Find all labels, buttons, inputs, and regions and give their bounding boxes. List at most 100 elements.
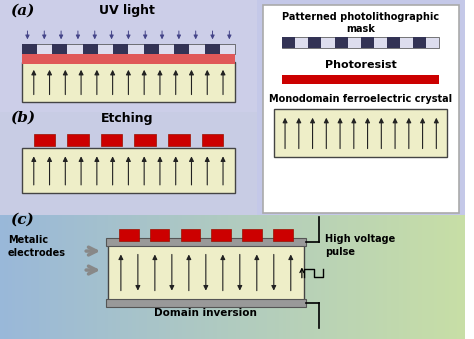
- Bar: [116, 215, 120, 339]
- Bar: [135, 134, 156, 146]
- Bar: [240, 215, 244, 339]
- Bar: [368, 215, 372, 339]
- Bar: [21, 54, 235, 64]
- Bar: [387, 215, 391, 339]
- Bar: [46, 215, 50, 339]
- Bar: [70, 215, 73, 339]
- Bar: [62, 215, 66, 339]
- Bar: [430, 215, 434, 339]
- Bar: [225, 215, 228, 339]
- Bar: [109, 215, 112, 339]
- Bar: [213, 215, 217, 339]
- Bar: [100, 215, 105, 339]
- Bar: [426, 215, 430, 339]
- Text: (b): (b): [10, 111, 35, 125]
- Bar: [52, 44, 67, 54]
- Bar: [112, 215, 116, 339]
- Bar: [273, 229, 292, 241]
- Bar: [186, 215, 190, 339]
- Bar: [124, 215, 128, 339]
- Bar: [395, 215, 399, 339]
- Bar: [151, 215, 155, 339]
- Bar: [147, 215, 151, 339]
- Bar: [8, 215, 12, 339]
- Bar: [221, 215, 225, 339]
- Bar: [255, 215, 259, 339]
- Bar: [402, 215, 407, 339]
- Bar: [16, 215, 19, 339]
- Bar: [438, 215, 441, 339]
- Bar: [0, 215, 4, 339]
- Bar: [309, 37, 321, 48]
- Bar: [387, 37, 400, 48]
- Bar: [159, 215, 163, 339]
- Bar: [93, 215, 97, 339]
- Bar: [348, 215, 352, 339]
- Bar: [375, 215, 379, 339]
- Bar: [263, 5, 459, 213]
- Bar: [286, 215, 291, 339]
- Bar: [0, 0, 257, 112]
- Text: High voltage
pulse: High voltage pulse: [326, 234, 396, 257]
- Bar: [259, 215, 263, 339]
- Bar: [174, 215, 178, 339]
- Bar: [391, 215, 395, 339]
- Bar: [34, 134, 55, 146]
- Bar: [12, 215, 16, 339]
- Bar: [193, 215, 198, 339]
- Bar: [54, 215, 58, 339]
- Text: Monodomain ferroelectric crystal: Monodomain ferroelectric crystal: [269, 94, 452, 104]
- Bar: [228, 215, 232, 339]
- Bar: [337, 215, 341, 339]
- Bar: [372, 215, 375, 339]
- Bar: [333, 215, 337, 339]
- Bar: [73, 215, 77, 339]
- Bar: [345, 215, 348, 339]
- Bar: [283, 37, 439, 48]
- Bar: [321, 215, 325, 339]
- Bar: [136, 215, 139, 339]
- Bar: [35, 215, 39, 339]
- Bar: [329, 215, 333, 339]
- Bar: [248, 215, 252, 339]
- Bar: [274, 109, 447, 157]
- Bar: [182, 215, 186, 339]
- Bar: [414, 215, 418, 339]
- Bar: [271, 215, 275, 339]
- Bar: [163, 215, 166, 339]
- Bar: [168, 134, 190, 146]
- Bar: [21, 54, 235, 64]
- Bar: [143, 215, 147, 339]
- Bar: [449, 215, 453, 339]
- Bar: [236, 215, 240, 339]
- Bar: [166, 215, 170, 339]
- Bar: [119, 229, 138, 241]
- Bar: [383, 215, 387, 339]
- Bar: [211, 229, 231, 241]
- Bar: [0, 0, 465, 215]
- Bar: [434, 215, 438, 339]
- Bar: [318, 215, 321, 339]
- Bar: [283, 37, 295, 48]
- Bar: [232, 215, 236, 339]
- Bar: [181, 229, 200, 241]
- Bar: [217, 215, 221, 339]
- Text: UV light: UV light: [100, 4, 155, 17]
- Text: Metalic
electrodes: Metalic electrodes: [8, 235, 66, 258]
- Bar: [50, 215, 54, 339]
- Bar: [144, 44, 159, 54]
- Bar: [97, 215, 100, 339]
- Bar: [21, 44, 235, 54]
- Bar: [209, 215, 213, 339]
- Bar: [27, 215, 31, 339]
- Bar: [101, 134, 122, 146]
- Bar: [379, 215, 383, 339]
- Bar: [360, 215, 364, 339]
- Bar: [150, 229, 169, 241]
- Bar: [132, 215, 136, 339]
- Bar: [310, 215, 314, 339]
- Bar: [361, 37, 374, 48]
- Bar: [105, 215, 109, 339]
- Bar: [283, 215, 286, 339]
- Bar: [4, 215, 8, 339]
